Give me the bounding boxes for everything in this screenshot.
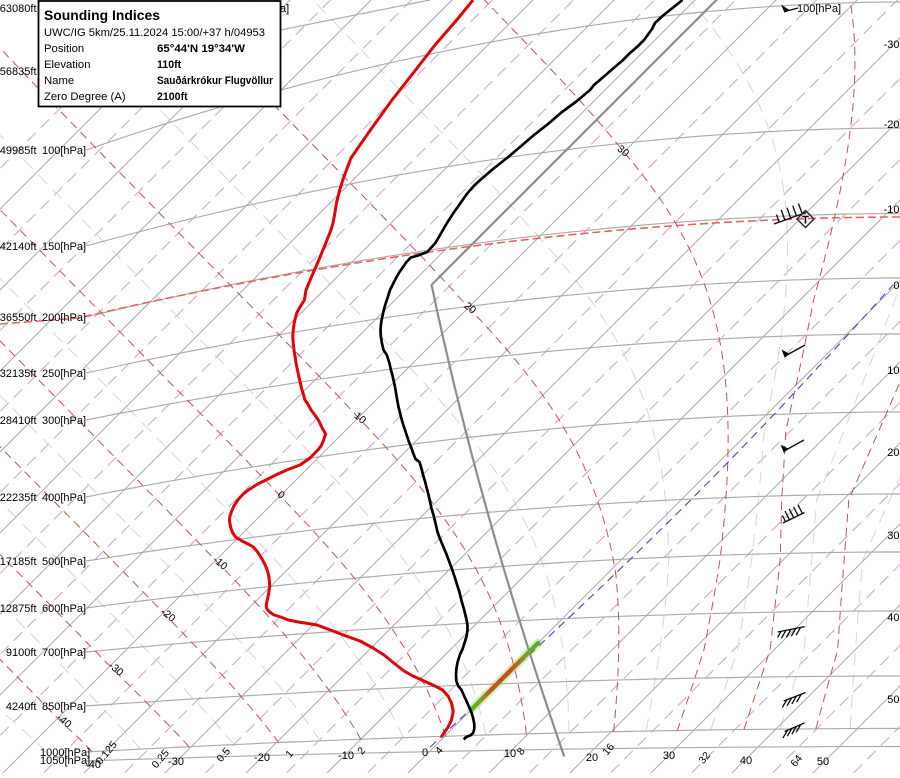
- svg-text:-10: -10: [884, 204, 900, 216]
- svg-text:Name: Name: [44, 75, 74, 87]
- svg-text:Zero Degree (A): Zero Degree (A): [44, 91, 126, 103]
- svg-text:100[hPa]: 100[hPa]: [42, 145, 86, 157]
- svg-text:4240ft: 4240ft: [6, 701, 37, 713]
- svg-text:1000[hPa]: 1000[hPa]: [40, 747, 90, 759]
- svg-text:Elevation: Elevation: [44, 59, 90, 71]
- svg-text:200[hPa]: 200[hPa]: [42, 312, 86, 324]
- svg-text:2100ft: 2100ft: [157, 91, 188, 103]
- svg-text:12875ft: 12875ft: [0, 603, 37, 615]
- svg-text:Sauðárkrókur Flugvöllur: Sauðárkrókur Flugvöllur: [157, 75, 273, 87]
- svg-text:-30: -30: [884, 39, 900, 51]
- svg-text:10: 10: [887, 365, 899, 377]
- svg-text:20: 20: [586, 752, 598, 764]
- svg-text:T: T: [802, 215, 809, 227]
- svg-text:850[hPa]: 850[hPa]: [42, 701, 86, 713]
- svg-text:400[hPa]: 400[hPa]: [42, 492, 86, 504]
- svg-text:100[hPa]: 100[hPa]: [797, 3, 841, 15]
- svg-text:63080ft: 63080ft: [0, 3, 37, 15]
- svg-text:20: 20: [887, 447, 899, 459]
- svg-text:50: 50: [887, 694, 899, 706]
- svg-text:300[hPa]: 300[hPa]: [42, 415, 86, 427]
- svg-text:-30: -30: [168, 756, 184, 768]
- svg-text:30: 30: [887, 530, 899, 542]
- svg-text:9100ft: 9100ft: [6, 647, 37, 659]
- svg-text:32135ft: 32135ft: [0, 368, 37, 380]
- svg-text:110ft: 110ft: [157, 59, 182, 71]
- svg-text:0: 0: [893, 280, 899, 292]
- svg-text:22235ft: 22235ft: [0, 492, 37, 504]
- svg-text:600[hPa]: 600[hPa]: [42, 603, 86, 615]
- svg-text:50: 50: [817, 756, 829, 768]
- svg-text:a]: a]: [280, 3, 289, 15]
- svg-text:-20: -20: [254, 752, 270, 764]
- svg-text:-40: -40: [85, 759, 101, 771]
- svg-text:49985ft: 49985ft: [0, 145, 37, 157]
- svg-text:150[hPa]: 150[hPa]: [42, 241, 86, 253]
- svg-text:700[hPa]: 700[hPa]: [42, 647, 86, 659]
- svg-text:65°44'N 19°34'W: 65°44'N 19°34'W: [157, 43, 245, 55]
- svg-text:17185ft: 17185ft: [0, 556, 37, 568]
- svg-text:0: 0: [422, 747, 428, 759]
- svg-text:1050[hPa]: 1050[hPa]: [40, 755, 90, 767]
- svg-text:40: 40: [740, 755, 752, 767]
- svg-text:40: 40: [887, 612, 899, 624]
- svg-text:28410ft: 28410ft: [0, 415, 37, 427]
- svg-text:Position: Position: [44, 43, 84, 55]
- svg-text:56835ft: 56835ft: [0, 66, 37, 78]
- svg-text:42140ft: 42140ft: [0, 241, 37, 253]
- svg-text:Sounding Indices: Sounding Indices: [44, 8, 160, 23]
- svg-text:36550ft: 36550ft: [0, 312, 37, 324]
- svg-text:250[hPa]: 250[hPa]: [42, 368, 86, 380]
- svg-text:500[hPa]: 500[hPa]: [42, 556, 86, 568]
- svg-text:10: 10: [504, 748, 516, 760]
- svg-text:-10: -10: [338, 750, 354, 762]
- svg-text:30: 30: [663, 750, 675, 762]
- svg-text:-20: -20: [884, 119, 900, 131]
- svg-text:UWC/IG 5km/25.11.2024 15:00/+3: UWC/IG 5km/25.11.2024 15:00/+37 h/04953: [44, 27, 265, 39]
